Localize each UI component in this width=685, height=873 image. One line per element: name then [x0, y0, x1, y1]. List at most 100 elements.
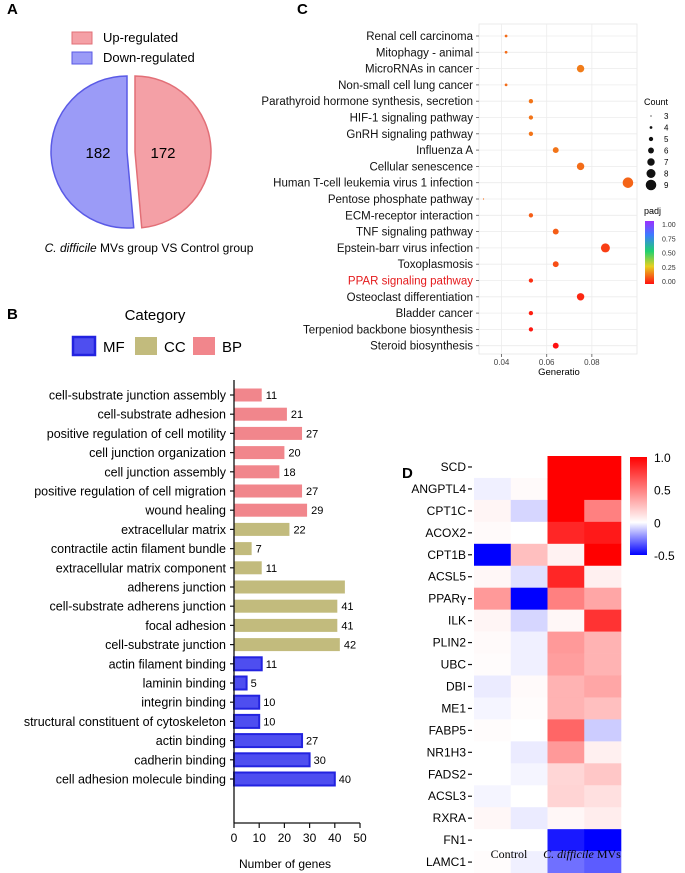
pathway-label: GnRH signaling pathway [346, 129, 473, 141]
heatmap-gene-label: FADS2 [428, 767, 466, 781]
heatmap-cell [510, 719, 548, 742]
category-legend-title: Category [125, 307, 186, 324]
heatmap-cell [474, 851, 512, 873]
heatmap-colorbar-label: 0.5 [654, 484, 671, 498]
pathway-dot [552, 228, 559, 235]
heatmap-gene-label: LAMC1 [426, 855, 466, 869]
pathway-dot [552, 261, 559, 268]
heatmap-cell [510, 631, 548, 654]
heatmap-gene-label: CPT1C [427, 504, 467, 518]
bar-value-label: 42 [344, 640, 356, 652]
pathway-dot [600, 243, 610, 253]
legend-bp-label: BP [222, 339, 242, 356]
panel-b-label: B [7, 306, 18, 323]
pathway-dot [504, 34, 508, 38]
heatmap-cell [584, 785, 622, 808]
heatmap-cell [584, 763, 622, 786]
count-legend-dot [649, 126, 653, 129]
heatmap-cell [547, 829, 585, 852]
bar-term-label: cell junction assembly [104, 465, 226, 479]
heatmap-gene-label: ACOX2 [425, 526, 466, 540]
heatmap-gene-label: SCD [441, 460, 467, 474]
bar-value-label: 20 [288, 448, 300, 460]
bar-cc [234, 522, 290, 536]
bar-chart: cell-substrate junction assembly 11 cell-s… [24, 380, 367, 845]
bar-term-label: cell junction organization [89, 446, 226, 460]
heatmap-group-control: Control [491, 847, 528, 861]
pie-slice-up [134, 75, 212, 229]
heatmap-cell [474, 763, 512, 786]
heatmap-cell [510, 499, 548, 523]
padj-colorbar [645, 221, 654, 284]
pathway-label: ECM-receptor interaction [345, 210, 473, 222]
heatmap-cell [547, 697, 585, 720]
heatmap-cell [474, 521, 512, 545]
heatmap-cell [547, 763, 585, 786]
heatmap-cell [584, 675, 622, 698]
heatmap-cell [510, 653, 548, 676]
heatmap-cell [510, 851, 548, 873]
pathway-dot [528, 310, 534, 316]
heatmap-cell [547, 675, 585, 698]
heatmap-cell [474, 675, 512, 698]
heatmap-cell [474, 653, 512, 676]
padj-colorbar-ticks: 1.00 0.75 0.50 0.25 0.00 [654, 222, 676, 286]
legend-down-swatch [71, 51, 93, 65]
heatmap-gene-label: DBI [446, 679, 466, 693]
heatmap-cell [474, 719, 512, 742]
bar-x-tick-label: 50 [353, 831, 367, 845]
heatmap-cell [584, 456, 622, 479]
heatmap-colorbar-label: 0 [654, 516, 661, 530]
bar-bp [234, 388, 262, 402]
bar-term-label: laminin binding [143, 677, 226, 691]
bar-value-label: 27 [306, 428, 318, 440]
pie-chart: 182 172 [50, 75, 212, 229]
bar-cc [234, 618, 338, 632]
bar-term-label: structural constituent of cytoskeleton [24, 715, 226, 729]
bar-mf [233, 771, 336, 787]
heatmap-cell [510, 565, 548, 588]
bar-cc [234, 542, 252, 556]
pathway-dot [576, 162, 585, 171]
padj-tick-label: 0.75 [662, 236, 676, 243]
pathway-label: Mitophagy - animal [376, 47, 473, 59]
bar-term-label: cell-substrate junction assembly [49, 389, 227, 403]
dot-plot-area [478, 23, 638, 355]
count-legend-label: 7 [664, 158, 669, 167]
pathway-dot [576, 64, 585, 73]
count-legend-label: 4 [664, 124, 669, 133]
panel-d-label: D [402, 465, 413, 482]
bar-x-tick-label: 0 [231, 831, 238, 845]
group-treatment-italic: C. difficile [543, 847, 594, 861]
heatmap-cell [510, 587, 548, 610]
bar-bp [234, 407, 287, 421]
panel-a-label: A [7, 1, 18, 18]
bar-term-label: wound healing [144, 504, 226, 518]
heatmap-cell [474, 456, 512, 479]
heatmap-cell [510, 521, 548, 545]
heatmap-cell [474, 565, 512, 588]
bar-term-label: positive regulation of cell migration [34, 485, 226, 499]
bar-cc [234, 599, 338, 613]
bar-x-tick-label: 40 [328, 831, 342, 845]
heatmap-cell [510, 609, 548, 632]
heatmap-cell [584, 741, 622, 764]
pathway-label: Parathyroid hormone synthesis, secretion [261, 96, 473, 108]
heatmap-cell [547, 499, 585, 523]
pathway-label: Cellular senescence [369, 161, 473, 173]
bar-term-label: extracellular matrix [121, 523, 227, 537]
legend-up-label: Up-regulated [103, 30, 178, 45]
count-legend-dot [645, 179, 657, 191]
bar-x-axis-title: Number of genes [239, 857, 331, 871]
pathway-label: Human T-cell leukemia virus 1 infection [273, 178, 473, 190]
bar-value-label: 29 [311, 505, 323, 517]
bar-bp [234, 484, 303, 498]
heatmap-gene-label: FABP5 [429, 723, 467, 737]
pathway-dot [552, 342, 559, 349]
dot-plot: 0.04 0.06 0.08 Renal cell carcinoma Mitophag… [261, 24, 637, 367]
heatmap-gene-label: CPT1B [427, 548, 466, 562]
heatmap-cell [584, 829, 622, 852]
pathway-label: Steroid biosynthesis [370, 341, 473, 353]
heatmap-gene-label: NR1H3 [427, 745, 467, 759]
heatmap-cell [584, 807, 622, 830]
